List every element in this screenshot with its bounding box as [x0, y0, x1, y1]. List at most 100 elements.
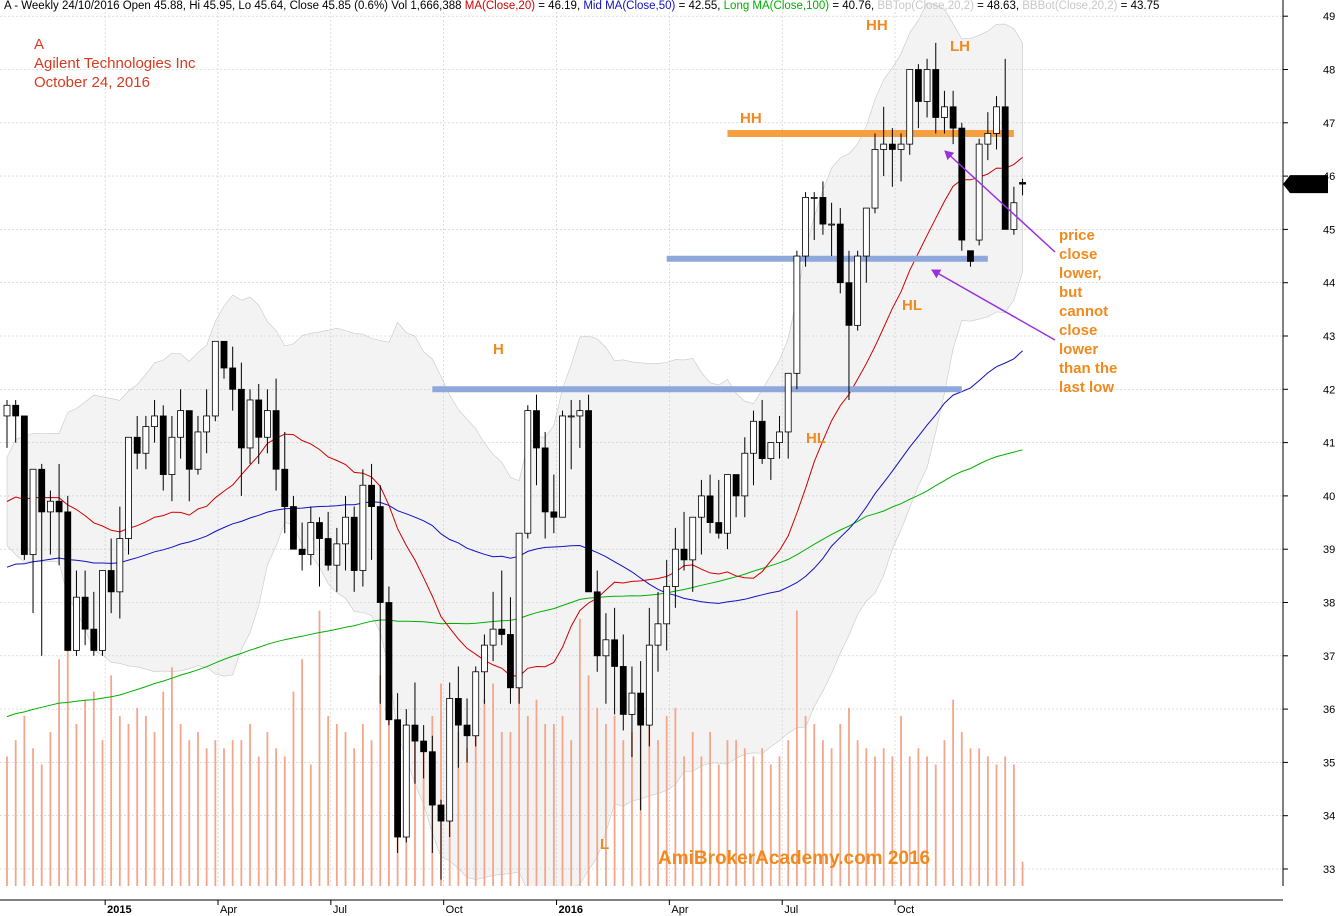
volume-bar: [622, 740, 625, 886]
candle-down: [932, 69, 940, 118]
volume-bar: [891, 756, 894, 886]
x-tick-label: Oct: [897, 904, 914, 916]
annotation-arrows: [931, 150, 1056, 341]
volume-bar: [1021, 861, 1024, 886]
candle-down: [428, 751, 436, 806]
candle-up: [645, 644, 653, 726]
volume-bar: [275, 748, 277, 886]
label-hl-right: HL: [902, 297, 922, 314]
candle-down: [619, 666, 627, 715]
y-tick-label: 38: [1323, 598, 1335, 610]
volume-bar: [84, 699, 87, 886]
volume-bar: [144, 715, 147, 886]
candle-up: [480, 644, 488, 673]
volume-bar: [769, 764, 772, 886]
candle-up: [698, 495, 705, 518]
volume-bar: [240, 740, 243, 886]
volume-bar: [587, 675, 590, 886]
volume-bar: [66, 618, 69, 886]
candle-down: [385, 602, 393, 721]
volume-bar: [492, 683, 494, 886]
volume-bar: [205, 748, 208, 886]
volume-bar: [257, 756, 260, 886]
note-line: than the: [1059, 360, 1118, 377]
volume-bar: [14, 740, 17, 886]
candle-up: [246, 399, 254, 449]
volume-bar: [101, 740, 104, 886]
volume-bar: [361, 724, 364, 886]
volume-bar: [795, 610, 798, 886]
volume-bar: [75, 724, 78, 886]
ma100-value: = 40.76,: [829, 0, 878, 12]
volume-bar: [691, 732, 694, 886]
x-tick-label: Jul: [333, 904, 347, 916]
candle-down: [107, 570, 115, 593]
volume-bar: [934, 764, 937, 886]
bbtop-label: BBTop(Close,20,2): [877, 0, 974, 12]
candle-up: [767, 442, 775, 459]
volume-bar: [960, 732, 963, 886]
volume-bar: [344, 732, 347, 886]
company-title: Agilent Technologies Inc: [34, 55, 196, 72]
volume-bars: [6, 610, 1024, 886]
candle-up: [654, 623, 662, 646]
y-tick-label: 33: [1323, 864, 1335, 876]
volume-bar: [986, 756, 989, 886]
candle-up: [342, 516, 349, 545]
candle-down: [437, 804, 445, 822]
y-tick-label: 42: [1323, 384, 1335, 396]
label-lh: LH: [950, 38, 970, 55]
candle-up: [906, 69, 914, 145]
candle-up: [307, 522, 315, 555]
volume-bar: [848, 707, 850, 886]
candle-up: [628, 692, 636, 715]
candle-up: [871, 149, 879, 209]
volume-bar: [335, 724, 338, 886]
note-line: lower,: [1059, 265, 1102, 282]
volume-bar: [544, 724, 547, 886]
volume-bar: [353, 748, 356, 886]
label-hl-left: HL: [806, 430, 826, 447]
candle-down: [324, 538, 332, 566]
candle-down: [1001, 106, 1009, 230]
candle-up: [793, 255, 801, 374]
candle-up: [559, 415, 566, 518]
y-tick-label: 36: [1323, 704, 1335, 716]
candle-down: [541, 447, 549, 513]
candle-down: [845, 282, 853, 326]
candle-down: [593, 591, 601, 657]
candle-down: [12, 404, 20, 417]
label-l: L: [600, 836, 610, 853]
candle-up: [993, 106, 1000, 134]
volume-bar: [1012, 764, 1015, 886]
volume-bar: [231, 740, 234, 886]
candle-up: [359, 484, 367, 571]
candle-down: [915, 69, 922, 102]
candle-down: [90, 628, 98, 651]
note-line: close: [1059, 246, 1098, 263]
ma50-value: = 42.55,: [675, 0, 724, 12]
volume-bar: [110, 675, 113, 886]
bbbot-value: = 43.75: [1117, 0, 1160, 12]
candle-down: [411, 724, 419, 742]
note-line: lower: [1059, 341, 1099, 358]
candle-down: [533, 410, 540, 449]
volume-bar: [474, 732, 477, 886]
label-hh-left: HH: [740, 110, 762, 127]
volume-bar: [804, 715, 807, 886]
candle-up: [73, 596, 80, 651]
candle-up: [776, 431, 783, 444]
volume-bar: [535, 699, 538, 886]
candle-down: [38, 468, 46, 513]
candle-down: [732, 474, 740, 497]
volume-bar: [388, 715, 390, 886]
volume-bar: [952, 699, 955, 886]
volume-bar: [657, 740, 659, 886]
candle-up: [567, 415, 575, 418]
candles: [3, 42, 1026, 880]
arrow-to-hl: [931, 269, 1056, 341]
volume-bar: [943, 740, 946, 886]
label-hh-top: HH: [866, 17, 888, 34]
candle-down: [680, 548, 688, 561]
